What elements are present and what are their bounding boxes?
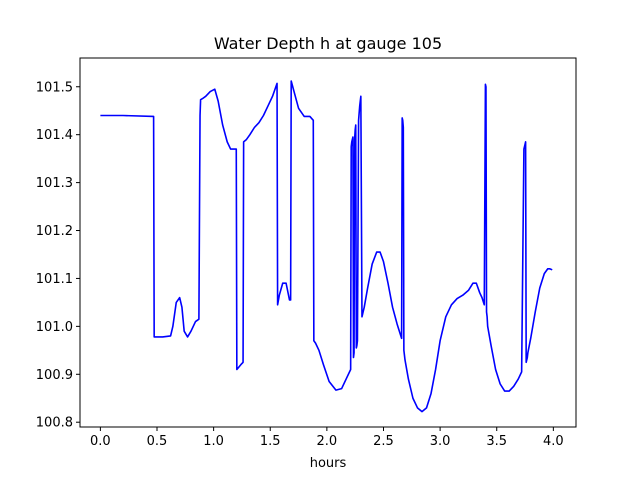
x-tick-label: 0.5	[147, 434, 168, 449]
y-tick-label: 101.1	[36, 272, 73, 287]
x-axis-label: hours	[310, 456, 347, 471]
x-tick-label: 1.5	[260, 434, 281, 449]
axes: 0.0 0.5 1.0 1.5 2.0 2.5 3.0 3.5 4.0 100.8 100.9 101…	[36, 57, 577, 449]
y-tick-label: 100.9	[36, 368, 73, 383]
y-tick-label: 101.0	[36, 320, 73, 335]
y-tick-label: 101.5	[36, 80, 73, 95]
x-tick-label: 4.0	[543, 434, 564, 449]
series-line-0	[100, 80, 553, 413]
y-tick-label: 100.8	[36, 416, 73, 431]
x-tick-label: 3.5	[486, 434, 507, 449]
axes-frame	[79, 57, 577, 428]
chart-title: Water Depth h at gauge 105	[214, 34, 442, 53]
y-tick-label: 101.3	[36, 176, 73, 191]
x-tick-label: 2.5	[373, 434, 394, 449]
x-tick-label: 1.0	[203, 434, 224, 449]
plot-area	[100, 80, 553, 413]
y-tick-label: 101.4	[36, 128, 73, 143]
x-tick-label: 3.0	[430, 434, 451, 449]
y-tick-label: 101.2	[36, 224, 73, 239]
x-tick-label: 0.0	[90, 434, 111, 449]
x-tick-label: 2.0	[317, 434, 338, 449]
